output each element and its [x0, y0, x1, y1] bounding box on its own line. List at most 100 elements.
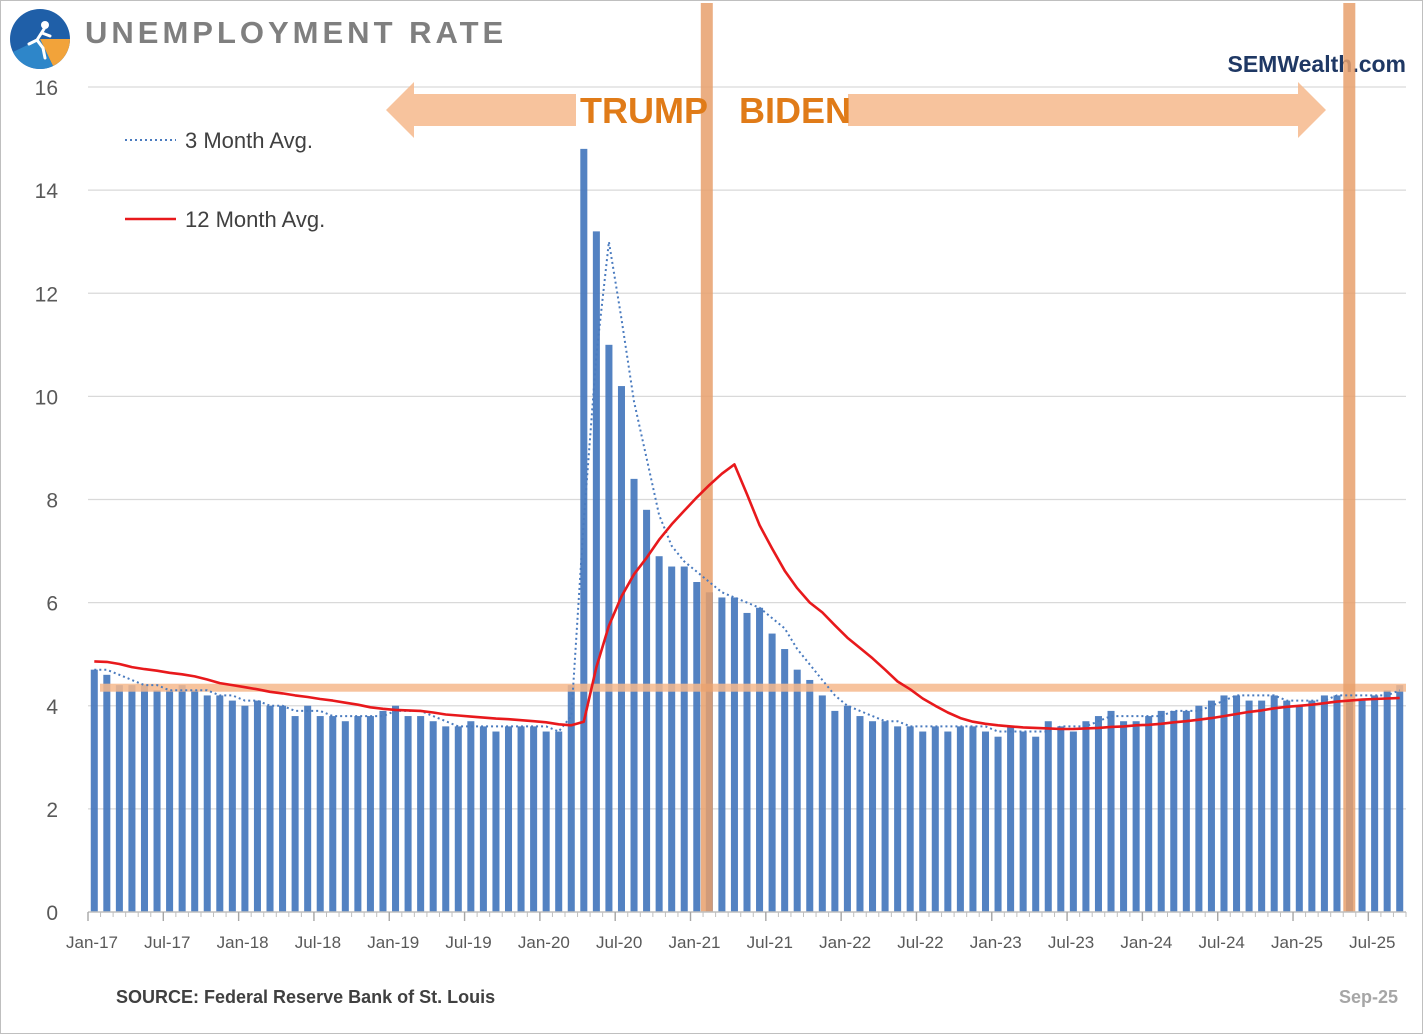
bar [316, 716, 324, 912]
bar [1308, 700, 1316, 912]
bar [793, 669, 801, 912]
x-tick-label: Jul-22 [897, 933, 943, 952]
bar [178, 685, 186, 912]
trump-label: TRUMP [580, 90, 708, 131]
bar [1270, 695, 1278, 912]
bar [1082, 721, 1090, 912]
bar [366, 716, 374, 912]
bar [103, 674, 111, 912]
bar [730, 597, 738, 912]
bar [743, 612, 751, 912]
bar [768, 633, 776, 912]
y-tick-label: 14 [35, 180, 59, 203]
bar [906, 726, 914, 912]
x-tick-label: Jan-25 [1271, 933, 1323, 952]
bar [1044, 721, 1052, 912]
bar [253, 700, 261, 912]
bar [580, 148, 588, 912]
bar [1019, 731, 1027, 912]
x-tick-label: Jul-23 [1048, 933, 1094, 952]
three-month-avg-line [94, 241, 1401, 733]
bar [931, 726, 939, 912]
bar [90, 669, 98, 912]
bar [266, 705, 274, 912]
bar [304, 705, 312, 912]
inauguration-marker [700, 3, 713, 912]
x-tick-label: Jan-24 [1120, 933, 1172, 952]
x-tick-label: Jul-25 [1349, 933, 1395, 952]
bar [140, 685, 149, 912]
x-tick-label: Jul-24 [1199, 933, 1245, 952]
bar [969, 726, 977, 912]
reference-level-band [100, 683, 1406, 692]
bar [228, 700, 236, 912]
bar [655, 556, 663, 912]
bar [241, 705, 249, 912]
bar [944, 731, 952, 912]
y-tick-label: 8 [46, 490, 58, 513]
bar [429, 721, 437, 912]
bar [203, 695, 211, 912]
bar [718, 597, 726, 912]
chart-title: UNEMPLOYMENT RATE [85, 15, 508, 50]
biden-label: BIDEN [739, 90, 851, 131]
bar [981, 731, 990, 912]
bar [392, 705, 400, 912]
bar [1007, 726, 1015, 912]
x-tick-label: Jan-18 [217, 933, 269, 952]
brand-label: SEMWealth.com [1227, 51, 1407, 77]
bar [454, 726, 462, 912]
bar [216, 695, 224, 912]
bar [856, 716, 864, 912]
bar [831, 710, 839, 912]
bar [128, 685, 136, 912]
bar [680, 566, 688, 912]
bar [630, 478, 638, 912]
bar [1233, 695, 1241, 912]
bar [1320, 695, 1328, 912]
x-tick-label: Jan-21 [669, 933, 721, 952]
term-end-marker [1343, 3, 1356, 912]
bar [693, 582, 701, 912]
bar [1145, 716, 1153, 912]
bar [279, 705, 287, 912]
bar [530, 726, 538, 912]
bar [1207, 700, 1215, 912]
x-tick-label: Jan-20 [518, 933, 570, 952]
y-tick-label: 16 [35, 77, 58, 100]
bar [1157, 710, 1165, 912]
bar [1120, 721, 1128, 912]
bar [1107, 710, 1115, 912]
bar [1396, 685, 1404, 912]
y-tick-label: 12 [35, 283, 58, 306]
bar [492, 731, 500, 912]
bar [592, 231, 600, 912]
bar [1195, 705, 1203, 912]
bar [668, 566, 676, 912]
bar [379, 710, 387, 912]
bar-series [90, 148, 1404, 912]
bar [1295, 705, 1303, 912]
x-tick-label: Jan-19 [367, 933, 419, 952]
bar [1383, 690, 1391, 912]
x-tick-label: Jul-20 [596, 933, 642, 952]
bar [1182, 710, 1190, 912]
bar [869, 721, 877, 912]
bar [504, 726, 513, 912]
y-axis: 0 2 4 6 8 10 12 14 16 [35, 77, 59, 925]
semwealth-logo-icon [10, 9, 70, 69]
bar [1258, 700, 1266, 912]
x-axis: Jan-17 Jul-17 Jan-18 Jul-18 Jan-19 Jul-19 Jan-… [66, 911, 1407, 952]
bar [843, 705, 851, 912]
bar [341, 721, 349, 912]
bar [1283, 700, 1291, 912]
bar [617, 386, 625, 912]
date-label: Sep-25 [1338, 987, 1398, 1007]
bar [115, 685, 123, 912]
bar [781, 649, 789, 912]
bar [994, 736, 1002, 912]
bar [1333, 695, 1341, 912]
x-tick-label: Jul-18 [295, 933, 341, 952]
bar [354, 716, 362, 912]
bar [417, 716, 425, 912]
